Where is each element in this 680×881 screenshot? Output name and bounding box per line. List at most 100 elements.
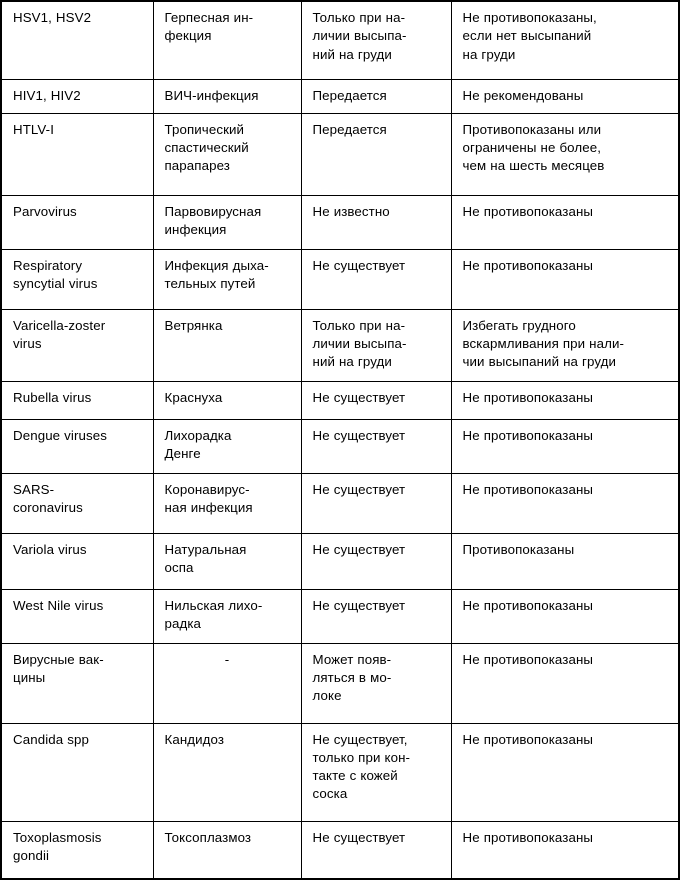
cell-disease: Парвовирусная инфекция [152,194,302,250]
cell-disease: Коронавирус- ная инфекция [152,472,302,534]
transmission-text: Не существует [312,829,406,845]
pathogen-text: Rubella virus [13,389,92,405]
cell-recommendation: Не противопоказаны [450,418,679,474]
transmission-text: Не существует [312,389,406,405]
cell-pathogen: Candida spp [1,722,154,822]
table-row: Respiratory syncytial virus Инфекция дых… [1,248,679,310]
cell-transmission: Не существует, только при кон- такте с к… [300,722,452,822]
recommendation-text: Не противопоказаны [462,731,594,747]
disease-text: Парвовирусная инфекция [164,203,262,237]
table-row: HIV1, HIV2 ВИЧ-инфекция Передается Не ре… [1,78,679,114]
transmission-text: Не существует [312,541,406,557]
cell-pathogen: SARS- coronavirus [1,472,154,534]
transmission-text: Не существует [312,257,406,273]
cell-pathogen: Varicella-zoster virus [1,308,154,382]
transmission-text: Передается [312,87,387,103]
cell-transmission: Передается [300,78,452,114]
pathogen-text: West Nile virus [13,597,104,613]
cell-disease: - [152,642,302,724]
pathogen-text: Dengue viruses [13,427,107,443]
table-row: HTLV-I Тропический спастический парапаре… [1,112,679,196]
disease-text: Коронавирус- ная инфекция [164,481,253,515]
cell-disease: Натуральная оспа [152,532,302,590]
cell-pathogen: Respiratory syncytial virus [1,248,154,310]
table-row: Varicella-zoster virus Ветрянка Только п… [1,308,679,382]
table-row: Rubella virus Краснуха Не существует Не … [1,380,679,420]
transmission-text: Передается [312,121,387,137]
disease-text: Герпесная ин- фекция [164,10,254,44]
cell-disease: Токсоплазмоз [152,820,302,879]
recommendation-text: Не противопоказаны [462,203,594,219]
cell-transmission: Не существует [300,532,452,590]
transmission-text: Не существует, только при кон- такте с к… [312,731,411,802]
recommendation-text: Противопоказаны [462,541,575,557]
cell-pathogen: Вирусные вак- цины [1,642,154,724]
cell-transmission: Передается [300,112,452,196]
recommendation-text: Не противопоказаны [462,257,594,273]
cell-recommendation: Не рекомендованы [450,78,679,114]
cell-recommendation: Избегать грудного вскармливания при нали… [450,308,679,382]
transmission-text: Может появ- ляться в мо- локе [312,651,392,704]
cell-transmission: Только при на- личии высыпа- ний на груд… [300,1,452,80]
cell-transmission: Только при на- личии высыпа- ний на груд… [300,308,452,382]
cell-recommendation: Не противопоказаны [450,248,679,310]
cell-disease: Тропический спастический парапарез [152,112,302,196]
cell-disease: Лихорадка Денге [152,418,302,474]
cell-pathogen: HTLV-I [1,112,154,196]
table-row: Вирусные вак- цины - Может появ- ляться … [1,642,679,724]
transmission-text: Не существует [312,597,406,613]
cell-recommendation: Не противопоказаны, если нет высыпаний н… [450,1,679,80]
disease-text: Нильская лихо- радка [164,597,263,631]
disease-text: Инфекция дыха- тельных путей [164,257,269,291]
table-row: West Nile virus Нильская лихо- радка Не … [1,588,679,644]
recommendation-text: Не рекомендованы [462,87,584,103]
cell-pathogen: Rubella virus [1,380,154,420]
transmission-text: Не существует [312,481,406,497]
cell-recommendation: Противопоказаны или ограничены не более,… [450,112,679,196]
cell-pathogen: Dengue viruses [1,418,154,474]
cell-recommendation: Противопоказаны [450,532,679,590]
cell-pathogen: Parvovirus [1,194,154,250]
cell-recommendation: Не противопоказаны [450,588,679,644]
transmission-text: Только при на- личии высыпа- ний на груд… [312,317,407,370]
disease-text: Тропический спастический парапарез [164,121,249,174]
cell-transmission: Не существует [300,588,452,644]
cell-transmission: Может появ- ляться в мо- локе [300,642,452,724]
cell-disease: Герпесная ин- фекция [152,1,302,80]
pathogen-text: HSV1, HSV2 [13,10,92,25]
disease-text: Кандидоз [164,731,225,747]
cell-recommendation: Не противопоказаны [450,820,679,879]
pathogen-text: Varicella-zoster virus [13,317,106,351]
table-row: Toxoplasmosis gondii Токсоплазмоз Не сущ… [1,820,679,879]
cell-transmission: Не существует [300,248,452,310]
cell-disease: Ветрянка [152,308,302,382]
disease-text: Токсоплазмоз [164,829,252,845]
recommendation-text: Не противопоказаны [462,651,594,667]
table-row: HSV1, HSV2 Герпесная ин- фекция Только п… [1,1,679,80]
pathogen-text: HTLV-I [13,121,54,137]
recommendation-text: Противопоказаны или ограничены не более,… [462,121,605,174]
cell-recommendation: Не противопоказаны [450,194,679,250]
recommendation-text: Не противопоказаны [462,427,594,443]
cell-transmission: Не существует [300,380,452,420]
table-row: Dengue viruses Лихорадка Денге Не сущест… [1,418,679,474]
disease-text: Лихорадка Денге [164,427,232,461]
pathogen-text: Candida spp [13,731,89,747]
cell-pathogen: Variola virus [1,532,154,590]
cell-recommendation: Не противопоказаны [450,472,679,534]
table-row: Parvovirus Парвовирусная инфекция Не изв… [1,194,679,250]
disease-text: Ветрянка [164,317,223,333]
disease-text: - [224,651,230,667]
cell-disease: ВИЧ-инфекция [152,78,302,114]
pathogen-text: Parvovirus [13,203,77,219]
transmission-text: Не существует [312,427,406,443]
pathogen-text: Вирусные вак- цины [13,651,104,685]
cell-transmission: Не существует [300,472,452,534]
pathogen-text: Respiratory syncytial virus [13,257,98,291]
cell-recommendation: Не противопоказаны [450,642,679,724]
table-row: SARS- coronavirus Коронавирус- ная инфек… [1,472,679,534]
pathogen-text: Variola virus [13,541,87,557]
recommendation-text: Не противопоказаны [462,829,594,845]
pathogen-text: Toxoplasmosis gondii [13,829,102,863]
